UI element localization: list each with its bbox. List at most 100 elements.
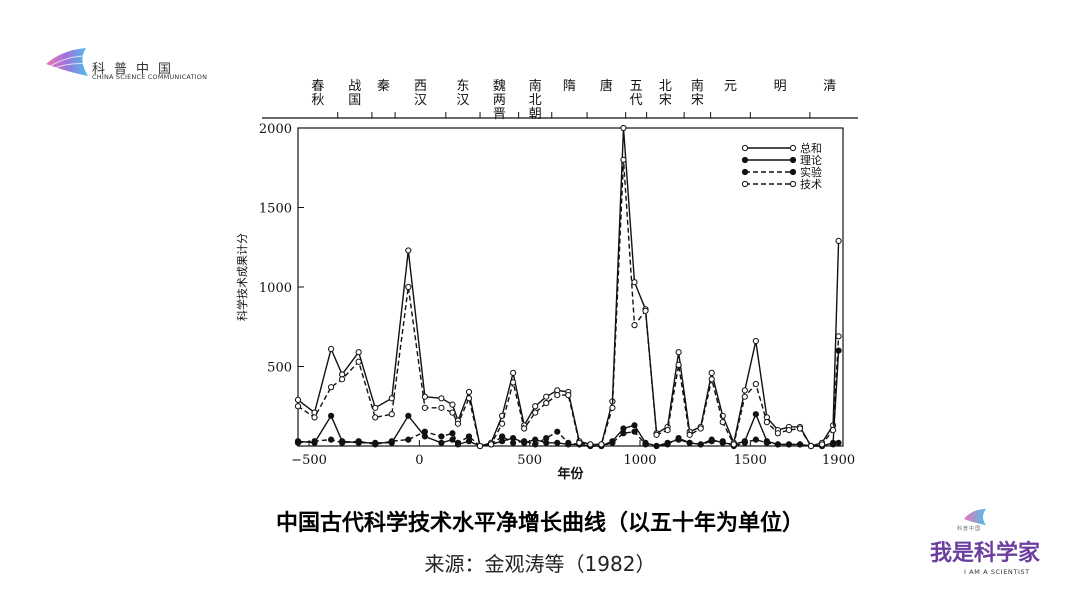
x-tick-label: 0: [415, 453, 423, 468]
data-point: [807, 442, 815, 450]
data-point: [631, 279, 638, 286]
dynasty-label: 清: [823, 79, 836, 94]
data-point: [587, 441, 594, 448]
dynasty-label: 南宋: [691, 78, 704, 108]
data-point: [372, 404, 379, 411]
data-point: [708, 438, 715, 445]
data-point: [311, 438, 318, 445]
data-point: [752, 380, 759, 388]
legend-marker: [741, 180, 749, 188]
dynasty-label: 北宋: [659, 79, 672, 108]
data-point: [421, 404, 428, 411]
data-point: [510, 439, 517, 446]
data-point: [327, 345, 335, 353]
data-point: [449, 436, 456, 443]
x-axis-label: 年份: [557, 466, 584, 482]
data-point: [498, 420, 506, 427]
data-point: [465, 395, 473, 402]
y-tick-label: 500: [267, 361, 292, 376]
data-point: [741, 387, 748, 394]
dynasty-label: 战国: [348, 79, 361, 108]
brand-small-text: 科普中国: [957, 526, 982, 532]
data-point: [465, 388, 473, 396]
dynasty-label: 西汉: [414, 79, 427, 108]
data-point: [785, 427, 793, 434]
data-point: [697, 441, 704, 448]
data-point: [730, 441, 737, 448]
legend-marker: [789, 156, 797, 164]
data-point: [454, 439, 462, 446]
legend-marker: [789, 144, 797, 152]
data-point: [554, 392, 561, 399]
data-point: [796, 441, 804, 448]
data-point: [294, 396, 302, 403]
x-tick-label: 1000: [623, 453, 656, 468]
data-point: [543, 399, 550, 407]
data-point: [521, 438, 528, 445]
data-point: [697, 425, 704, 432]
data-point: [818, 441, 826, 448]
china-science-logo: [46, 48, 89, 76]
data-point: [708, 376, 715, 383]
caption-source: 来源：金观涛等（1982）: [424, 552, 656, 576]
data-point: [785, 441, 793, 448]
data-point: [620, 430, 627, 437]
data-point: [510, 369, 517, 376]
data-point: [774, 441, 782, 448]
data-point: [835, 439, 842, 446]
data-point: [631, 322, 638, 329]
data-point: [653, 431, 660, 438]
data-point: [532, 403, 539, 410]
series: [294, 124, 842, 450]
dynasty-label: 元: [724, 79, 737, 94]
data-point: [835, 347, 842, 354]
data-point: [294, 403, 302, 410]
data-point: [554, 439, 561, 446]
series-line: [297, 350, 840, 447]
data-point: [653, 442, 660, 450]
brand-text-cn: 我是科学家: [930, 540, 1041, 566]
data-point: [609, 404, 616, 411]
data-point: [388, 395, 395, 402]
data-point: [454, 420, 462, 427]
dynasty-label: 南北朝: [529, 78, 542, 122]
data-point: [449, 409, 456, 416]
series-line: [297, 127, 840, 447]
data-point: [405, 247, 412, 254]
data-point: [675, 349, 682, 356]
data-point: [498, 433, 506, 440]
data-point: [675, 434, 682, 442]
logo-text-cn: 科普中国: [92, 62, 181, 77]
legend-marker: [741, 156, 749, 164]
legend-marker: [741, 144, 749, 152]
data-point: [355, 349, 362, 356]
scientist-brand-logo: [964, 509, 986, 525]
data-point: [752, 436, 759, 443]
legend-marker: [789, 168, 797, 176]
data-point: [631, 428, 638, 435]
data-point: [829, 441, 837, 448]
data-point: [438, 395, 445, 402]
data-point: [752, 411, 759, 418]
data-point: [543, 434, 550, 442]
data-point: [708, 369, 715, 376]
dynasty-label: 东汉: [456, 79, 469, 108]
data-point: [675, 361, 682, 369]
data-point: [829, 427, 837, 434]
data-point: [476, 442, 484, 450]
x-tick-label: −500: [291, 453, 327, 468]
data-point: [449, 401, 456, 408]
data-point: [294, 439, 302, 446]
data-point: [465, 433, 473, 440]
data-point: [510, 379, 517, 386]
data-point: [388, 411, 395, 418]
data-point: [686, 431, 693, 438]
y-axis-label: 科学技术成果计分: [235, 233, 249, 321]
data-point: [620, 156, 627, 163]
x-tick-label: 1900: [822, 453, 855, 468]
dynasty-label: 春秋: [311, 79, 324, 108]
dynasty-label: 明: [774, 79, 787, 94]
data-point: [327, 412, 335, 419]
y-tick-label: 2000: [259, 122, 292, 137]
